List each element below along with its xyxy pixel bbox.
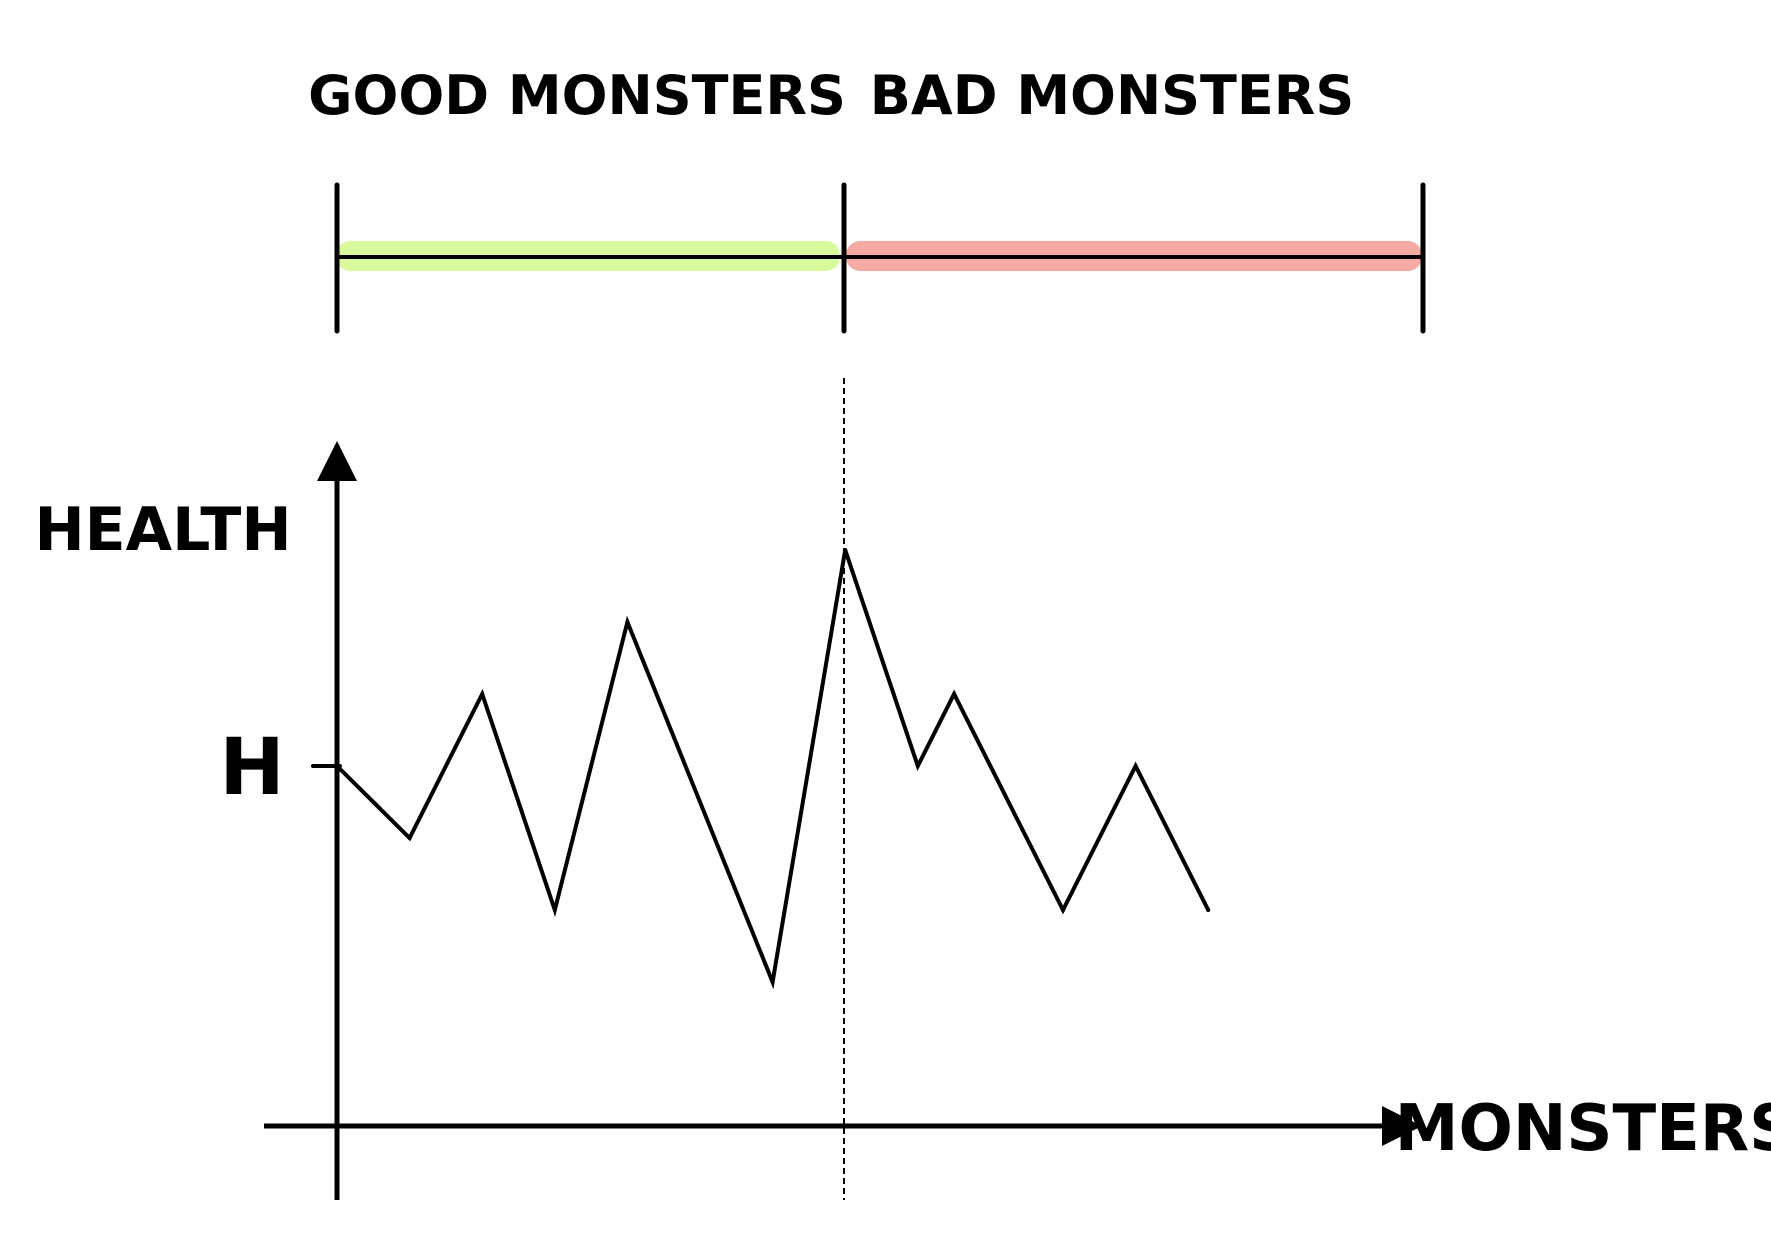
series-point-9 bbox=[1061, 908, 1065, 912]
bad-monsters-label: BAD MONSTERS bbox=[870, 64, 1355, 127]
series-point-1 bbox=[407, 836, 412, 840]
range-bar bbox=[334, 182, 1426, 334]
series-point-6 bbox=[843, 548, 848, 552]
health-series-points bbox=[335, 548, 1211, 984]
series-point-7 bbox=[915, 764, 920, 768]
series-point-2 bbox=[480, 692, 485, 696]
good-monsters-label: GOOD MONSTERS bbox=[308, 64, 846, 127]
series-point-3 bbox=[552, 908, 557, 912]
series-point-11 bbox=[1206, 908, 1211, 912]
health-series-line bbox=[335, 549, 1211, 990]
series-point-5 bbox=[770, 980, 775, 984]
series-point-10 bbox=[1133, 764, 1138, 768]
threshold-tick-label: H bbox=[219, 723, 284, 813]
series-point-8 bbox=[952, 692, 957, 696]
series-point-4 bbox=[625, 620, 630, 624]
series-point-0 bbox=[335, 764, 339, 768]
y-axis-label: HEALTH bbox=[34, 495, 291, 565]
x-axis-label: MONSTERS bbox=[1395, 1092, 1771, 1166]
